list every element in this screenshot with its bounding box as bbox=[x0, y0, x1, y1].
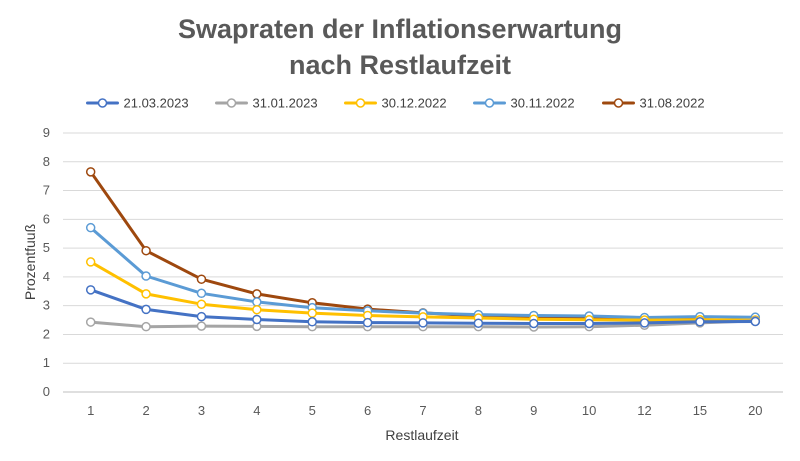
data-point bbox=[196, 311, 207, 322]
chart-title: Swapraten der Inflationserwartung nach R… bbox=[178, 14, 622, 80]
series-line bbox=[89, 170, 757, 323]
series-21.03.2023 bbox=[85, 285, 761, 329]
data-point bbox=[252, 297, 262, 307]
legend-swatch-marker bbox=[226, 98, 237, 108]
y-axis-label: Prozentfuuß bbox=[22, 224, 38, 300]
legend-item: 21.03.2023 bbox=[86, 96, 189, 111]
data-point bbox=[584, 318, 594, 329]
data-point bbox=[85, 222, 96, 233]
y-tick-label: 5 bbox=[43, 240, 50, 255]
data-point bbox=[85, 257, 96, 267]
x-tick-label: 8 bbox=[475, 403, 482, 418]
x-tick-label: 4 bbox=[253, 403, 260, 418]
legend-item: 30.12.2022 bbox=[344, 96, 447, 111]
legend-label: 30.12.2022 bbox=[382, 96, 447, 111]
data-point bbox=[750, 316, 761, 327]
data-point bbox=[695, 317, 705, 327]
x-tick-label: 15 bbox=[693, 403, 707, 418]
data-point bbox=[141, 321, 151, 332]
data-point bbox=[85, 167, 96, 177]
x-tick-label: 5 bbox=[309, 403, 316, 418]
legend-label: 21.03.2023 bbox=[124, 96, 189, 111]
legend-item: 31.01.2023 bbox=[215, 96, 318, 111]
data-point bbox=[141, 245, 151, 256]
legend-label: 31.01.2023 bbox=[253, 96, 318, 111]
data-point bbox=[85, 317, 96, 327]
x-tick-label: 12 bbox=[637, 403, 651, 418]
y-tick-label: 6 bbox=[43, 211, 50, 226]
x-tick-label: 9 bbox=[530, 403, 537, 418]
data-point bbox=[141, 271, 151, 281]
y-tick-label: 7 bbox=[43, 183, 50, 198]
legend-item: 30.11.2022 bbox=[473, 96, 575, 111]
data-point bbox=[196, 288, 207, 299]
y-tick-label: 4 bbox=[43, 269, 50, 284]
legend-swatch-marker bbox=[355, 98, 366, 108]
data-point bbox=[196, 274, 207, 284]
x-tick-label: 10 bbox=[582, 403, 596, 418]
legend-label: 31.08.2022 bbox=[640, 96, 705, 111]
data-point bbox=[529, 318, 539, 329]
data-point bbox=[85, 285, 96, 295]
x-tick-label: 7 bbox=[419, 403, 426, 418]
chart-title-line-1: Swapraten der Inflationserwartung bbox=[178, 14, 622, 44]
chart-title-line-2: nach Restlaufzeit bbox=[289, 50, 511, 80]
legend-swatch-marker bbox=[613, 98, 624, 108]
data-point bbox=[418, 318, 428, 328]
x-tick-label: 1 bbox=[87, 403, 94, 418]
gridlines bbox=[63, 132, 783, 393]
data-point bbox=[307, 308, 317, 318]
x-axis-ticks: 1 2 3 4 5 6 7 8 9 10 12 15 20 bbox=[87, 403, 762, 418]
y-tick-label: 0 bbox=[43, 384, 50, 399]
data-point bbox=[196, 321, 207, 331]
data-point bbox=[639, 318, 650, 328]
y-tick-label: 2 bbox=[43, 326, 50, 341]
x-tick-label: 3 bbox=[198, 403, 205, 418]
series-layer bbox=[85, 167, 761, 332]
y-tick-label: 1 bbox=[43, 355, 50, 370]
data-point bbox=[252, 314, 262, 325]
legend: 21.03.2023 31.01.2023 30.12.2022 30.11.2022… bbox=[86, 96, 705, 111]
data-point bbox=[196, 299, 207, 309]
x-tick-label: 20 bbox=[748, 403, 762, 418]
data-point bbox=[141, 289, 151, 299]
data-point bbox=[252, 289, 262, 299]
legend-item: 31.08.2022 bbox=[602, 96, 705, 111]
y-tick-label: 3 bbox=[43, 298, 50, 313]
x-tick-label: 2 bbox=[142, 403, 149, 418]
y-axis-ticks: 0 1 2 3 4 5 6 7 8 9 bbox=[43, 125, 50, 399]
legend-swatch-marker bbox=[484, 98, 495, 108]
data-point bbox=[252, 304, 262, 315]
x-axis-label: Restlaufzeit bbox=[385, 427, 458, 443]
y-tick-label: 8 bbox=[43, 154, 50, 169]
legend-label: 30.11.2022 bbox=[511, 96, 575, 111]
data-point bbox=[362, 317, 373, 328]
data-point bbox=[307, 317, 317, 327]
legend-swatch-marker bbox=[97, 98, 108, 108]
data-point bbox=[141, 304, 151, 315]
x-tick-label: 6 bbox=[364, 403, 371, 418]
y-tick-label: 9 bbox=[43, 125, 50, 140]
data-point bbox=[473, 318, 484, 328]
